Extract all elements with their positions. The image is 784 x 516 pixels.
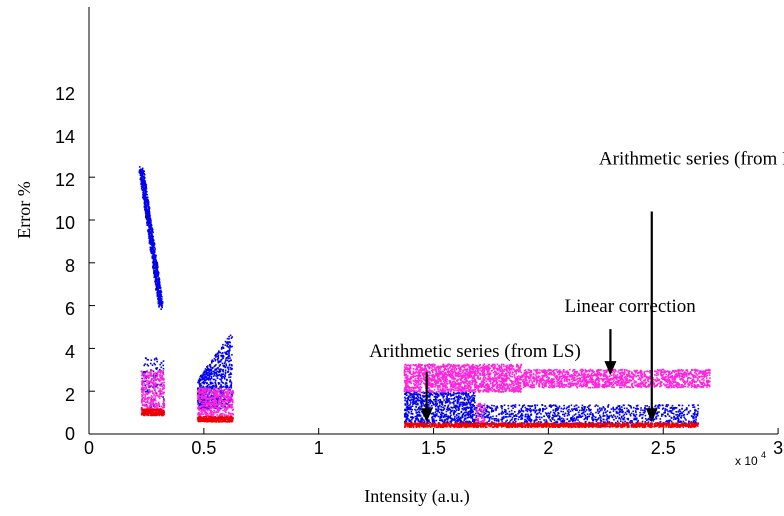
series-magenta-region-3 bbox=[521, 368, 711, 389]
y-tick-label: 6 bbox=[65, 299, 75, 319]
annotation-label: Arithmetic series (from LS) bbox=[369, 341, 581, 362]
series-red bbox=[140, 408, 700, 429]
series-magenta-region-2 bbox=[403, 363, 523, 393]
series-blue-region-0 bbox=[138, 166, 164, 310]
x-axis-title: Intensity (a.u.) bbox=[364, 486, 469, 507]
series-magenta bbox=[140, 363, 711, 425]
y-tick-label: 0 bbox=[65, 424, 75, 444]
x-tick-label: 0.5 bbox=[191, 438, 216, 458]
x-tick-label: 1 bbox=[314, 438, 324, 458]
series-blue-region-3 bbox=[403, 391, 477, 425]
series-magenta-region-0 bbox=[140, 369, 166, 414]
x-tick-label: 2.5 bbox=[651, 438, 676, 458]
y-ticks: 0 2 4 6 8 10 12 14 12 bbox=[55, 84, 95, 444]
y-axis-title: Error % bbox=[14, 181, 34, 238]
annotation-2: Arithmetic series (from LS) bbox=[369, 341, 581, 423]
y-tick-label: 12 bbox=[55, 84, 75, 104]
y-tick-label: 8 bbox=[65, 256, 75, 276]
series-magenta-region-4 bbox=[474, 402, 486, 425]
series-red-region-2 bbox=[404, 422, 700, 429]
y-tick-label: 10 bbox=[55, 213, 75, 233]
x-exponent-power: 4 bbox=[761, 450, 766, 460]
series-magenta-region-1 bbox=[197, 387, 235, 421]
annotation-arrow-head bbox=[645, 408, 658, 423]
series-red-region-1 bbox=[197, 415, 234, 423]
annotation-1: Linear correction bbox=[564, 296, 696, 376]
x-axis-exponent-label: x 10 4 bbox=[735, 450, 766, 468]
x-tick-label: 2 bbox=[543, 438, 553, 458]
series-red-region-0 bbox=[140, 408, 165, 417]
x-tick-label: 1.5 bbox=[421, 438, 446, 458]
data-points-layer bbox=[138, 166, 711, 429]
annotation-arrow-head bbox=[604, 361, 617, 376]
annotation-arrow-head bbox=[420, 408, 433, 423]
x-exponent-base: x 10 bbox=[735, 454, 758, 468]
y-tick-label: 2 bbox=[65, 385, 75, 405]
annotation-0: Arithmetic series (from I0) bbox=[599, 148, 784, 423]
x-ticks: 0 0.5 1 1.5 2 2.5 3 bbox=[84, 428, 783, 458]
annotation-label: Arithmetic series (from I0) bbox=[599, 148, 784, 169]
series-blue bbox=[138, 166, 700, 427]
y-tick-label: 12 bbox=[55, 170, 75, 190]
annotation-label: Linear correction bbox=[564, 296, 696, 317]
annotations: Arithmetic series (from I0) Linear correc… bbox=[369, 148, 784, 423]
y-tick-label: 4 bbox=[65, 342, 75, 362]
x-tick-label: 3 bbox=[773, 438, 783, 458]
y-tick-label: 14 bbox=[55, 127, 75, 147]
x-tick-label: 0 bbox=[84, 438, 94, 458]
